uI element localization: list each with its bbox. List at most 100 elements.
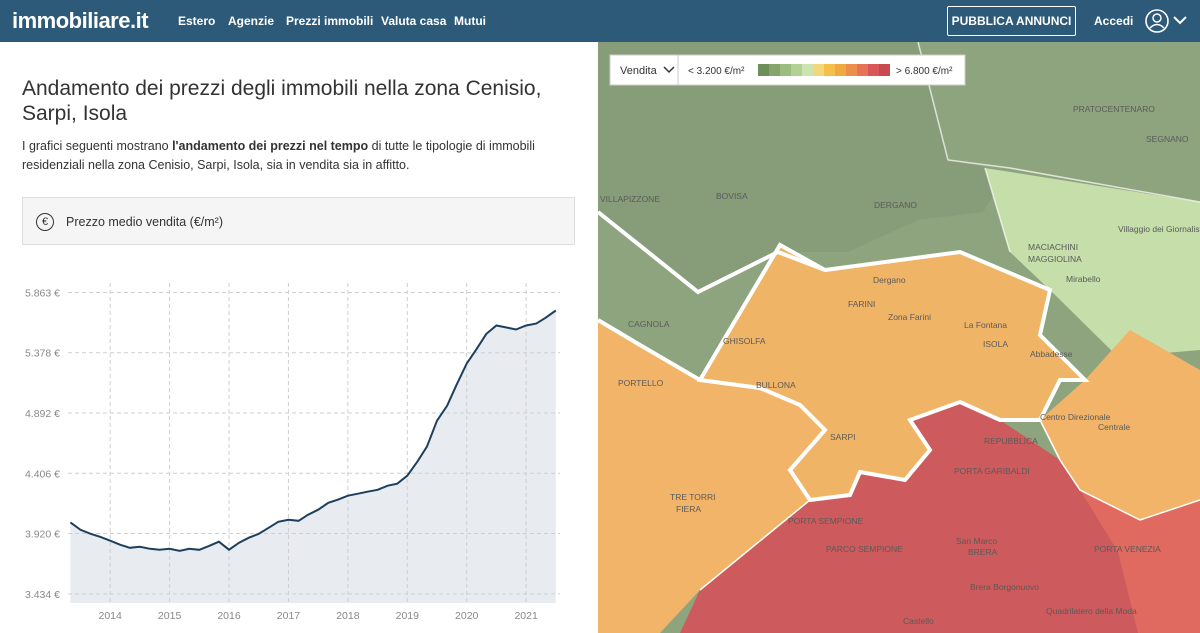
bold-text: l'andamento dei prezzi nel tempo [172, 139, 369, 153]
text: di tutte le tipologie di immobili reside… [22, 139, 535, 172]
x-tick-label: 2015 [158, 610, 182, 622]
nav-link[interactable]: Mutui [454, 14, 486, 28]
legend-swatch [857, 64, 868, 76]
legend-swatch [868, 64, 879, 76]
map-label: REPUBBLICA [984, 436, 1038, 446]
legend-swatch [879, 64, 890, 76]
zone-selected[interactable] [696, 242, 1090, 503]
legend-min: < 3.200 €/m² [688, 66, 745, 77]
chevron [663, 66, 675, 74]
map-label: Brera Borgonuovo [970, 582, 1039, 592]
map-label: SEGNANO [1146, 134, 1189, 144]
map-label: Centrale [1098, 422, 1130, 432]
top-nav: immobiliare.it Estero Agenzie Prezzi imm… [0, 0, 1200, 42]
map-label: Abbadesse [1030, 349, 1073, 359]
logo[interactable]: immobiliare.it [12, 8, 149, 33]
legend-swatch [824, 64, 835, 76]
map-label: DERGANO [874, 200, 917, 210]
map-label: BULLONA [756, 380, 796, 390]
legend-swatch [802, 64, 813, 76]
map-label: MACIACHINI [1028, 242, 1078, 252]
map-label: Mirabello [1066, 274, 1101, 284]
area-fill [70, 310, 556, 603]
zone-orange [1040, 330, 1200, 520]
zone-red [680, 402, 1200, 633]
zone-border [699, 419, 1200, 591]
map-legend[interactable]: Vendita < 3.200 €/m² > 6.800 €/m² [609, 54, 966, 86]
map-label: San Marco [956, 536, 997, 546]
map-label: MAGGIOLINA [1028, 254, 1082, 264]
map-label: VILLAPIZZONE [600, 194, 660, 204]
map-label: TRE TORRI [670, 492, 716, 502]
map-label: GHISOLFA [723, 336, 766, 346]
x-tick-label: 2020 [455, 610, 479, 622]
map-label: Dergano [873, 275, 906, 285]
map-label: Villaggio dei Giornalisti [1118, 224, 1200, 234]
map-label: Zona Farini [888, 312, 931, 322]
legend-swatch [791, 64, 802, 76]
map-label: Quadrilatero della Moda [1046, 606, 1137, 616]
zone-red-light [1080, 490, 1200, 633]
legend-max: > 6.800 €/m² [896, 66, 953, 77]
x-tick-label: 2016 [217, 610, 241, 622]
y-tick-label: 3.434 € [25, 589, 60, 601]
y-tick-label: 5.378 € [25, 348, 60, 360]
map-labels: PRATOCENTENARO SEGNANO BOVISA DERGANO VI… [600, 104, 1200, 626]
zone-green [598, 42, 1008, 292]
login-link[interactable]: Accedi [1094, 14, 1134, 28]
page-title: Andamento dei prezzi degli immobili nell… [22, 77, 542, 125]
map-label: PORTA GARIBALDI [954, 466, 1030, 476]
nav-link[interactable]: Estero [178, 14, 216, 28]
zone-lightgreen [985, 168, 1200, 357]
description: I grafici seguenti mostrano l'andamento … [22, 137, 572, 175]
legend-swatch [769, 64, 780, 76]
zone-border [598, 318, 702, 382]
zone-border [598, 210, 826, 295]
text: I grafici seguenti mostrano [22, 139, 173, 153]
publish-button[interactable]: PUBBLICA ANNUNCI [947, 6, 1076, 36]
y-tick-label: 4.406 € [25, 468, 60, 480]
x-tick-label: 2017 [277, 610, 301, 622]
map-label: FARINI [848, 299, 875, 309]
user-icon [1145, 9, 1169, 33]
legend-swatch [835, 64, 846, 76]
user-head [1152, 13, 1162, 23]
y-tick-label: 5.863 € [25, 288, 60, 300]
nav-link[interactable]: Prezzi immobili [286, 14, 374, 28]
nav-link[interactable]: Agenzie [228, 14, 275, 28]
user-body [1149, 23, 1165, 29]
x-tick-label: 2014 [99, 610, 123, 622]
x-tick-label: 2021 [514, 610, 538, 622]
map-label: La Fontana [964, 320, 1007, 330]
legend-swatch [780, 64, 791, 76]
map-label: PORTA VENEZIA [1094, 544, 1161, 554]
x-tick-label: 2018 [336, 610, 360, 622]
zone-border [917, 42, 1200, 253]
zone-orange [598, 320, 825, 633]
map-label: BRERA [968, 547, 998, 557]
map[interactable]: PRATOCENTENARO SEGNANO BOVISA DERGANO VI… [598, 42, 1200, 633]
map-label: Castello [903, 616, 934, 626]
map-label: FIERA [676, 504, 701, 514]
map-label: PORTELLO [618, 378, 664, 388]
nav-link[interactable]: Valuta casa [381, 14, 447, 28]
selector-label: Prezzo medio vendita (€/m²) [66, 215, 224, 229]
legend-swatch [813, 64, 824, 76]
map-label: ISOLA [983, 339, 1008, 349]
map-label: PARCO SEMPIONE [826, 544, 903, 554]
metric-selector[interactable]: € Prezzo medio vendita (€/m²) [22, 197, 575, 245]
mode-select[interactable]: Vendita [620, 65, 658, 77]
price-line [69, 309, 557, 552]
map-label: BOVISA [716, 191, 748, 201]
map-label: PORTA SEMPIONE [788, 516, 864, 526]
map-label: CAGNOLA [628, 319, 670, 329]
y-tick-label: 4.892 € [25, 408, 60, 420]
legend-swatches [758, 64, 890, 76]
chevron [1173, 16, 1187, 25]
map-label: PRATOCENTENARO [1073, 104, 1155, 114]
currency-icon: € [36, 213, 54, 231]
legend-swatch [846, 64, 857, 76]
user-menu[interactable] [1144, 8, 1192, 34]
